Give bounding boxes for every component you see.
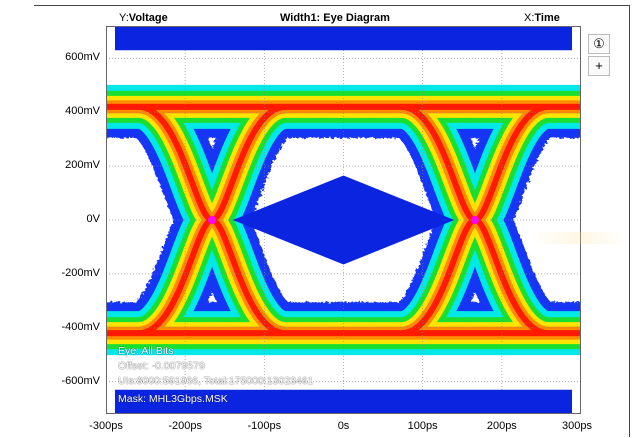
eye-crossing-hotspot [470,216,479,224]
info-icon: ① [593,36,605,51]
x-tick-label: 200ps [486,420,517,432]
info-button[interactable]: ① [588,34,610,54]
x-tick-label: -100ps [247,420,282,432]
chart-title: Width1: Eye Diagram [280,12,390,24]
frame-right-border [629,5,630,437]
right-artifact [532,232,628,244]
y-tick-label: -400mV [61,320,100,333]
eye-diagram-plot[interactable] [106,26,581,414]
eye-crossing-hotspot [208,216,217,224]
plot-border [106,26,581,414]
plus-icon: + [595,58,603,73]
y-tick-label: -600mV [61,374,100,387]
mask-top-band [115,26,572,51]
x-axis-prefix: X: [524,12,535,24]
ui-total-label: UIs:8000:591966, Total:175000:13023461 [118,375,314,387]
y-axis-label: Voltage [128,12,168,24]
eye-bits-label: Eye: All Bits [118,345,174,357]
chart-title-text: Eye Diagram [323,12,390,24]
y-axis-prefix: Y: [119,12,129,24]
frame-top-border [34,5,630,6]
x-axis-label: Time [534,12,560,24]
x-tick-label: 300ps [562,420,592,432]
add-button[interactable]: + [588,56,610,76]
y-tick-label: 200mV [65,159,100,172]
mask-bottom-band [115,389,572,414]
y-axis-title: Y:Voltage [119,12,168,24]
y-tick-label: -200mV [61,266,100,279]
y-tick-label: 0V [86,213,100,225]
x-tick-label: 100ps [407,420,438,432]
offset-label: Offset: -0.0079579 [118,360,205,372]
x-tick-label: -200ps [168,420,202,432]
chart-title-prefix: Width1: [280,12,324,24]
mask-center-diamond [232,175,455,265]
x-tick-label: -300ps [89,420,123,432]
y-tick-label: 400mV [65,105,100,118]
x-axis-title: X:Time [524,12,560,24]
mask-name-label: Mask: MHL3Gbps.MSK [118,393,228,405]
x-tick-label: 0s [337,420,350,432]
y-tick-label: 600mV [65,51,100,64]
